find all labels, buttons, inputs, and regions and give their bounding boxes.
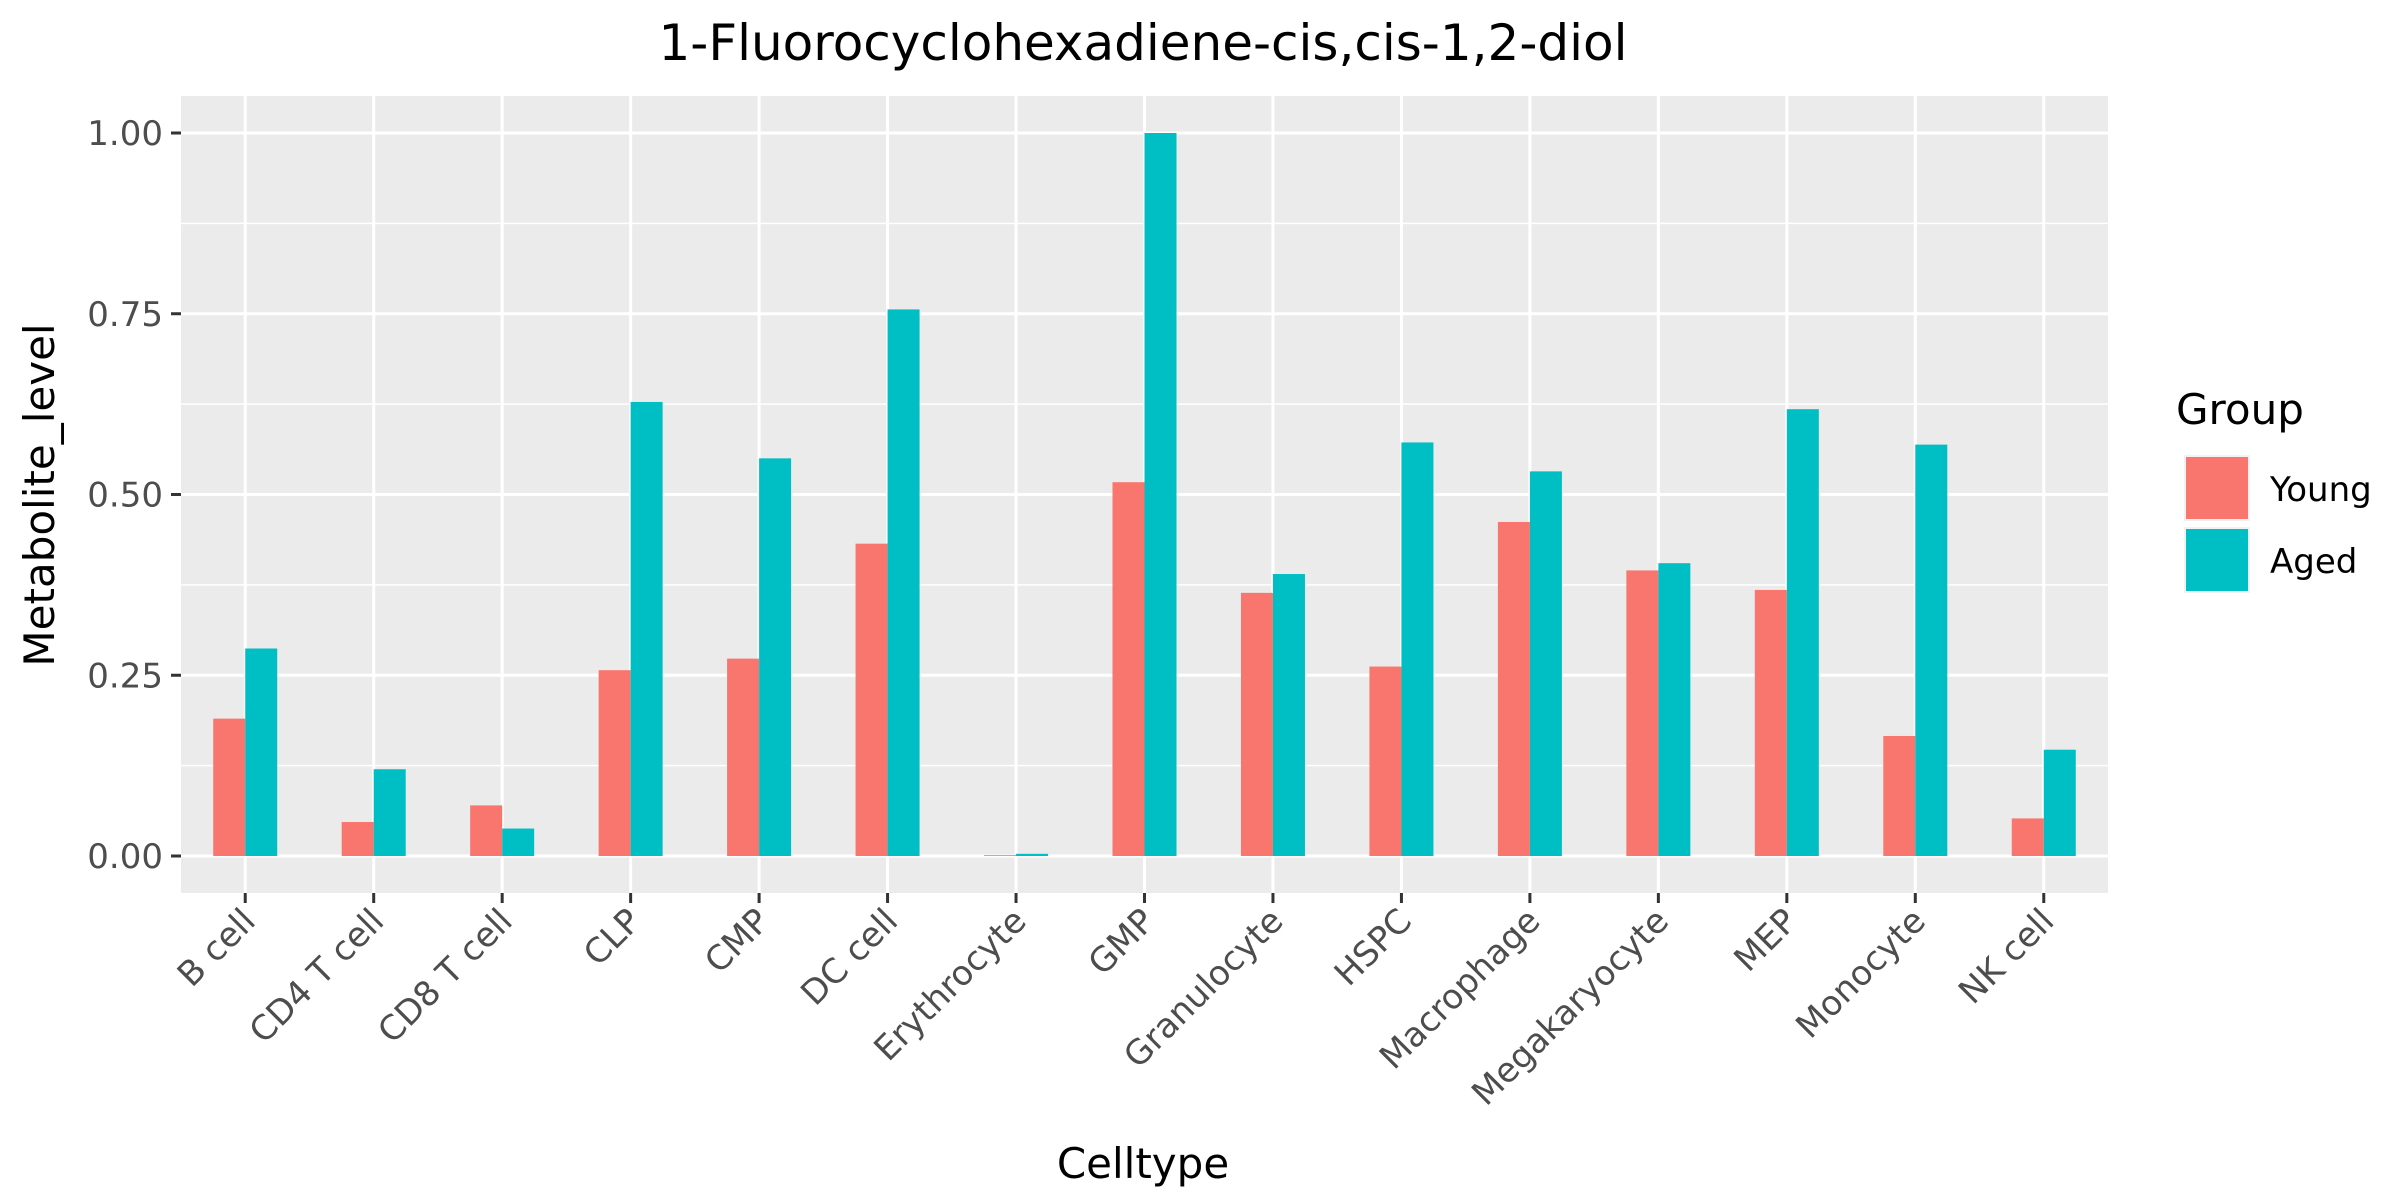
bar-aged [1915, 444, 1948, 856]
bar-aged [1272, 574, 1305, 856]
bar-aged [1658, 563, 1691, 856]
bar-aged [1144, 133, 1177, 856]
y-tick-label: 0.00 [87, 837, 163, 877]
x-tick-label: CD4 T cell [242, 901, 392, 1051]
bar-young [1626, 570, 1659, 856]
bar-young [1112, 482, 1145, 856]
x-tick-label: HSPC [1327, 901, 1420, 994]
y-axis: 0.00 0.25 0.50 0.75 1.00 [87, 114, 181, 877]
legend-swatch-young [2186, 457, 2248, 519]
bar-aged [373, 769, 406, 856]
bar-aged [1529, 471, 1562, 856]
legend-label: Aged [2270, 542, 2357, 582]
x-tick-label: CMP [697, 901, 777, 981]
y-axis-title: Metabolite_level [15, 323, 64, 666]
x-tick-label: CD8 T cell [370, 901, 520, 1051]
bar-young [1497, 521, 1530, 856]
legend-label: Young [2269, 470, 2372, 510]
legend-title: Group [2176, 385, 2304, 434]
y-tick-label: 0.75 [87, 295, 163, 335]
x-tick-label: CLP [576, 901, 649, 974]
x-tick-label: GMP [1081, 901, 1163, 983]
bar-young [598, 670, 631, 856]
bar-aged [1401, 442, 1434, 856]
y-tick-label: 0.25 [87, 656, 163, 696]
bar-aged [2043, 749, 2076, 856]
bar-aged [245, 648, 278, 856]
bar-aged [759, 458, 792, 856]
x-tick-label: MEP [1726, 901, 1805, 980]
bar-aged [502, 828, 535, 856]
x-tick-label: DC cell [793, 901, 906, 1014]
y-tick-label: 1.00 [87, 114, 163, 154]
bar-young [1240, 592, 1273, 856]
bar-young [213, 718, 246, 856]
legend-swatch-aged [2186, 529, 2248, 591]
bar-young [470, 805, 503, 856]
legend: Group Young Aged [2176, 385, 2372, 593]
bar-young [1883, 735, 1916, 856]
bar-young [984, 855, 1017, 856]
bar-aged [630, 401, 663, 856]
bars-group [213, 133, 2076, 856]
bar-aged [1016, 853, 1049, 856]
x-tick-label: B cell [170, 901, 264, 995]
x-tick-label: NK cell [1951, 901, 2062, 1012]
bar-young [727, 658, 760, 856]
bar-aged [887, 309, 920, 856]
bar-young [1754, 589, 1787, 856]
y-tick-label: 0.50 [87, 476, 163, 516]
bar-young [2011, 818, 2044, 856]
x-axis-title: Celltype [1057, 1139, 1229, 1188]
chart-title: 1-Fluorocyclohexadiene-cis,cis-1,2-diol [658, 14, 1627, 72]
bar-young [341, 822, 374, 856]
bar-young [1369, 666, 1402, 856]
x-tick-label: Monocyte [1788, 901, 1933, 1046]
bar-young [855, 543, 888, 856]
bar-aged [1786, 409, 1819, 856]
